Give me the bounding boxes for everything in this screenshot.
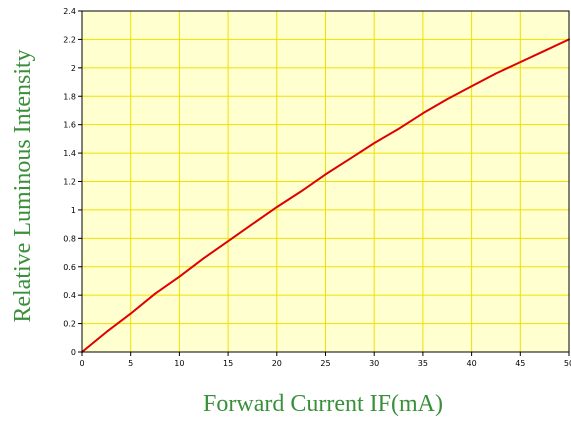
- y-tick-label: 2: [71, 64, 76, 73]
- y-tick-label: 0.4: [63, 291, 76, 300]
- x-tick-label: 15: [223, 359, 233, 368]
- x-axis-title: Forward Current IF(mA): [203, 391, 443, 417]
- y-tick-label: 2.4: [63, 7, 76, 16]
- grid-lines: [82, 11, 569, 352]
- y-tick-label: 0.8: [63, 234, 76, 243]
- y-tick-label: 0: [71, 348, 76, 357]
- x-tick-label: 45: [515, 359, 525, 368]
- y-axis-title: Relative Luminous Intensity: [10, 49, 36, 322]
- y-tick-label: 2.2: [63, 35, 76, 44]
- x-tick-label: 40: [467, 359, 477, 368]
- x-tick-label: 0: [79, 359, 84, 368]
- x-tick-label: 20: [272, 359, 282, 368]
- x-tick-label: 35: [418, 359, 428, 368]
- x-tick-label: 30: [369, 359, 379, 368]
- axis-ticks: 0 5 10 15 20 25 30 35 40 45 50 0 0.2 0.4 0.6 0.8 1 1.2 1.4…: [63, 7, 571, 368]
- y-tick-label: 0.6: [63, 263, 76, 272]
- data-series: [81, 38, 570, 353]
- x-tick-label: 5: [128, 359, 133, 368]
- y-tick-label: 0.2: [63, 320, 76, 329]
- y-tick-label: 1.4: [63, 149, 76, 158]
- series-line: [81, 38, 570, 353]
- y-tick-label: 1.8: [63, 92, 76, 101]
- x-tick-label: 50: [564, 359, 571, 368]
- y-tick-label: 1.6: [63, 121, 76, 130]
- x-tick-label: 25: [320, 359, 330, 368]
- y-tick-label: 1.2: [63, 178, 76, 187]
- x-tick-label: 10: [174, 359, 184, 368]
- y-tick-label: 1: [71, 206, 76, 215]
